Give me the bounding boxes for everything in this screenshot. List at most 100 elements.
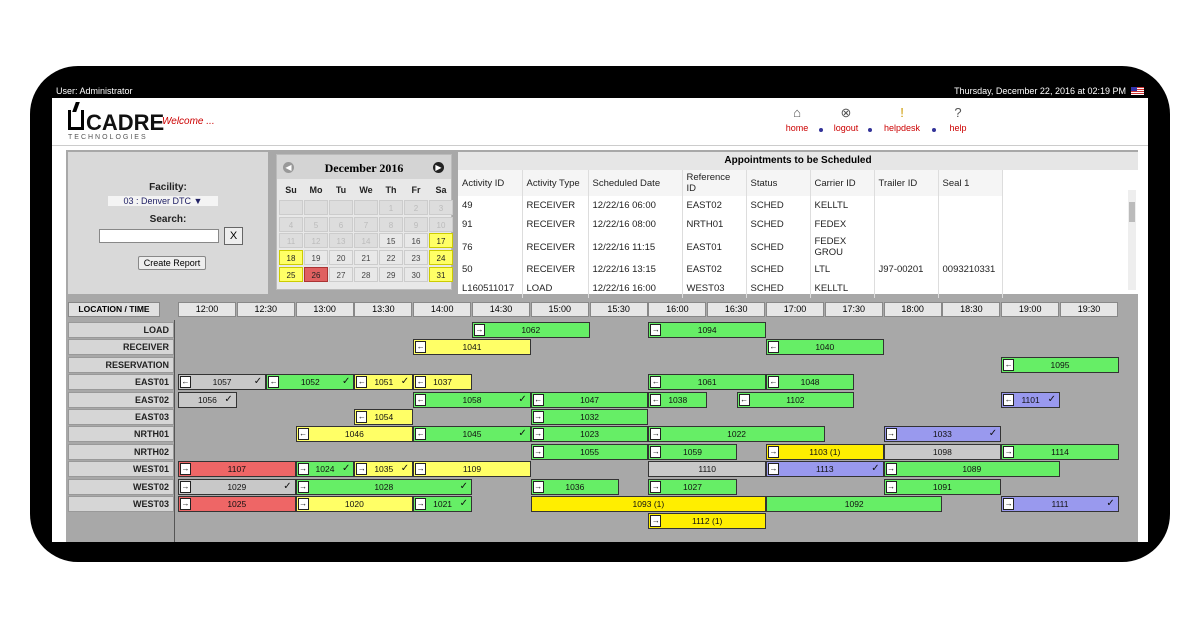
calendar-day[interactable]: 24 [429,250,453,266]
appointment-bar[interactable]: ← 1057 ✓ [178,374,267,391]
appointment-bar[interactable]: ← 1101 ✓ [1001,391,1060,408]
appointment-bar[interactable]: 1110 [648,461,766,478]
appointment-bar[interactable]: → 1025 [178,496,296,512]
facility-select[interactable]: 03 : Denver DTC ▼ [108,196,218,206]
appointment-bar[interactable]: ← 1048 [766,374,855,391]
appointment-bar[interactable]: → 1035 ✓ [354,461,414,478]
table-row[interactable]: L160511017 LOAD 12/22/16 16:00 WEST03 SCHED K… [458,279,1003,298]
calendar-day[interactable]: 8 [379,216,403,232]
nav-helpdesk[interactable]: ! helpdesk [883,105,921,134]
column-header[interactable]: Activity ID [458,170,523,196]
appointment-bar[interactable]: ← 1058 ✓ [413,391,531,408]
calendar-day[interactable]: 11 [279,233,303,249]
appointment-bar[interactable]: → 1055 [530,443,649,460]
calendar-day[interactable]: 18 [279,250,303,266]
appointment-bar[interactable]: ← 1046 [295,426,414,443]
calendar-day[interactable]: 14 [354,233,378,249]
calendar-day[interactable]: 9 [404,216,428,232]
calendar-day[interactable]: 23 [404,250,428,266]
calendar-day[interactable]: 31 [429,267,453,282]
appointment-bar[interactable]: → 1033 ✓ [883,426,1002,443]
calendar-day[interactable]: 20 [329,250,353,266]
calendar-day[interactable]: 27 [329,267,353,282]
appointment-bar[interactable]: ← 1051 ✓ [354,374,414,391]
calendar-day[interactable]: 5 [304,216,328,232]
appointment-bar[interactable]: → 1027 [648,478,737,495]
table-row[interactable]: 50 RECEIVER 12/22/16 13:15 EAST02 SCHED LTL J9… [458,260,1003,279]
calendar-day[interactable]: 10 [429,216,453,232]
next-month-icon[interactable]: ▶ [433,162,444,173]
calendar-day[interactable]: 26 [304,267,328,282]
appointment-bar[interactable]: → 1112 (1) [648,513,766,530]
column-header[interactable]: Scheduled Date [588,170,683,196]
table-row[interactable]: 76 RECEIVER 12/22/16 11:15 EAST01 SCHED FEDEX… [458,234,1003,260]
calendar-day[interactable]: 21 [354,250,378,266]
appointment-bar[interactable]: ← 1061 [648,374,766,391]
appointment-bar[interactable]: → 1089 [883,461,1060,478]
calendar-day[interactable]: 13 [329,233,353,249]
column-header[interactable]: Status [746,170,811,196]
calendar-day[interactable]: 22 [379,250,403,266]
appointment-bar[interactable]: → 1023 [530,426,649,443]
appointment-bar[interactable]: ← 1052 ✓ [266,374,355,391]
appointment-bar[interactable]: → 1113 ✓ [766,461,884,478]
appointment-bar[interactable]: → 1032 [530,409,649,425]
appointment-bar[interactable]: → 1091 [883,478,1002,495]
search-input[interactable] [99,229,219,243]
appointment-bar[interactable]: 1056 ✓ [178,391,237,408]
appointment-bar[interactable]: 1092 [766,496,943,512]
appointment-bar[interactable]: → 1094 [648,322,766,338]
create-report-button[interactable]: Create Report [138,256,206,270]
calendar-day[interactable]: 17 [429,233,453,249]
appointment-bar[interactable]: → 1107 [178,461,296,478]
calendar-day[interactable]: 29 [379,267,403,282]
calendar-day[interactable]: 16 [404,233,428,249]
calendar-day[interactable]: 1 [379,199,403,215]
nav-logout[interactable]: ⊗ logout [833,105,859,134]
calendar-day[interactable]: 7 [354,216,378,232]
appointment-bar[interactable]: ← 1047 [530,391,649,408]
nav-help[interactable]: ? help [949,105,967,134]
appointment-bar[interactable]: → 1062 [472,322,590,338]
appointment-bar[interactable]: 1093 (1) [530,496,766,512]
appointment-bar[interactable]: → 1111 ✓ [1001,496,1119,512]
calendar-day[interactable]: 30 [404,267,428,282]
calendar-day[interactable]: 3 [429,199,453,215]
appointment-bar[interactable]: ← 1040 [766,339,884,356]
column-header[interactable]: Seal 1 [938,170,1003,196]
table-row[interactable]: 91 RECEIVER 12/22/16 08:00 NRTH01 SCHED FEDEX [458,215,1003,234]
column-header[interactable]: Reference ID [682,170,747,196]
column-header[interactable]: Trailer ID [874,170,939,196]
column-header[interactable]: Activity Type [522,170,589,196]
calendar-day[interactable]: 2 [404,199,428,215]
appointment-bar[interactable]: ← 1045 ✓ [413,426,531,443]
appointment-bar[interactable]: → 1103 (1) [766,443,884,460]
appointment-bar[interactable]: ← 1102 [736,391,855,408]
appointment-bar[interactable]: → 1020 [295,496,414,512]
appointment-bar[interactable]: → 1114 [1001,443,1119,460]
calendar-day[interactable]: 12 [304,233,328,249]
table-row[interactable]: 49 RECEIVER 12/22/16 06:00 EAST02 SCHED KELLT… [458,196,1003,215]
appointment-bar[interactable]: → 1024 ✓ [295,461,355,478]
appointment-bar[interactable]: → 1028 ✓ [295,478,472,495]
clear-search-button[interactable]: X [224,227,243,245]
nav-home[interactable]: ⌂ home [785,105,809,134]
appointment-bar[interactable]: ← 1054 [354,409,414,425]
appointment-bar[interactable]: → 1022 [648,426,825,443]
appointment-bar[interactable]: → 1109 [413,461,531,478]
appointment-bar[interactable]: → 1036 [530,478,619,495]
calendar-day[interactable]: 15 [379,233,403,249]
appointments-scrollbar[interactable] [1128,190,1136,290]
appointment-bar[interactable]: ← 1037 [413,374,472,391]
calendar-day[interactable]: 4 [279,216,303,232]
appointment-bar[interactable]: → 1021 ✓ [413,496,472,512]
appointment-bar[interactable]: ← 1038 [648,391,708,408]
column-header[interactable]: Carrier ID [810,170,875,196]
calendar-day[interactable]: 19 [304,250,328,266]
calendar-day[interactable]: 25 [279,267,303,282]
prev-month-icon[interactable]: ◀ [283,162,294,173]
appointment-bar[interactable]: 1098 [883,443,1002,460]
appointment-bar[interactable]: → 1059 [648,443,737,460]
appointment-bar[interactable]: → 1029 ✓ [178,478,296,495]
appointment-bar[interactable]: ← 1041 [413,339,531,356]
